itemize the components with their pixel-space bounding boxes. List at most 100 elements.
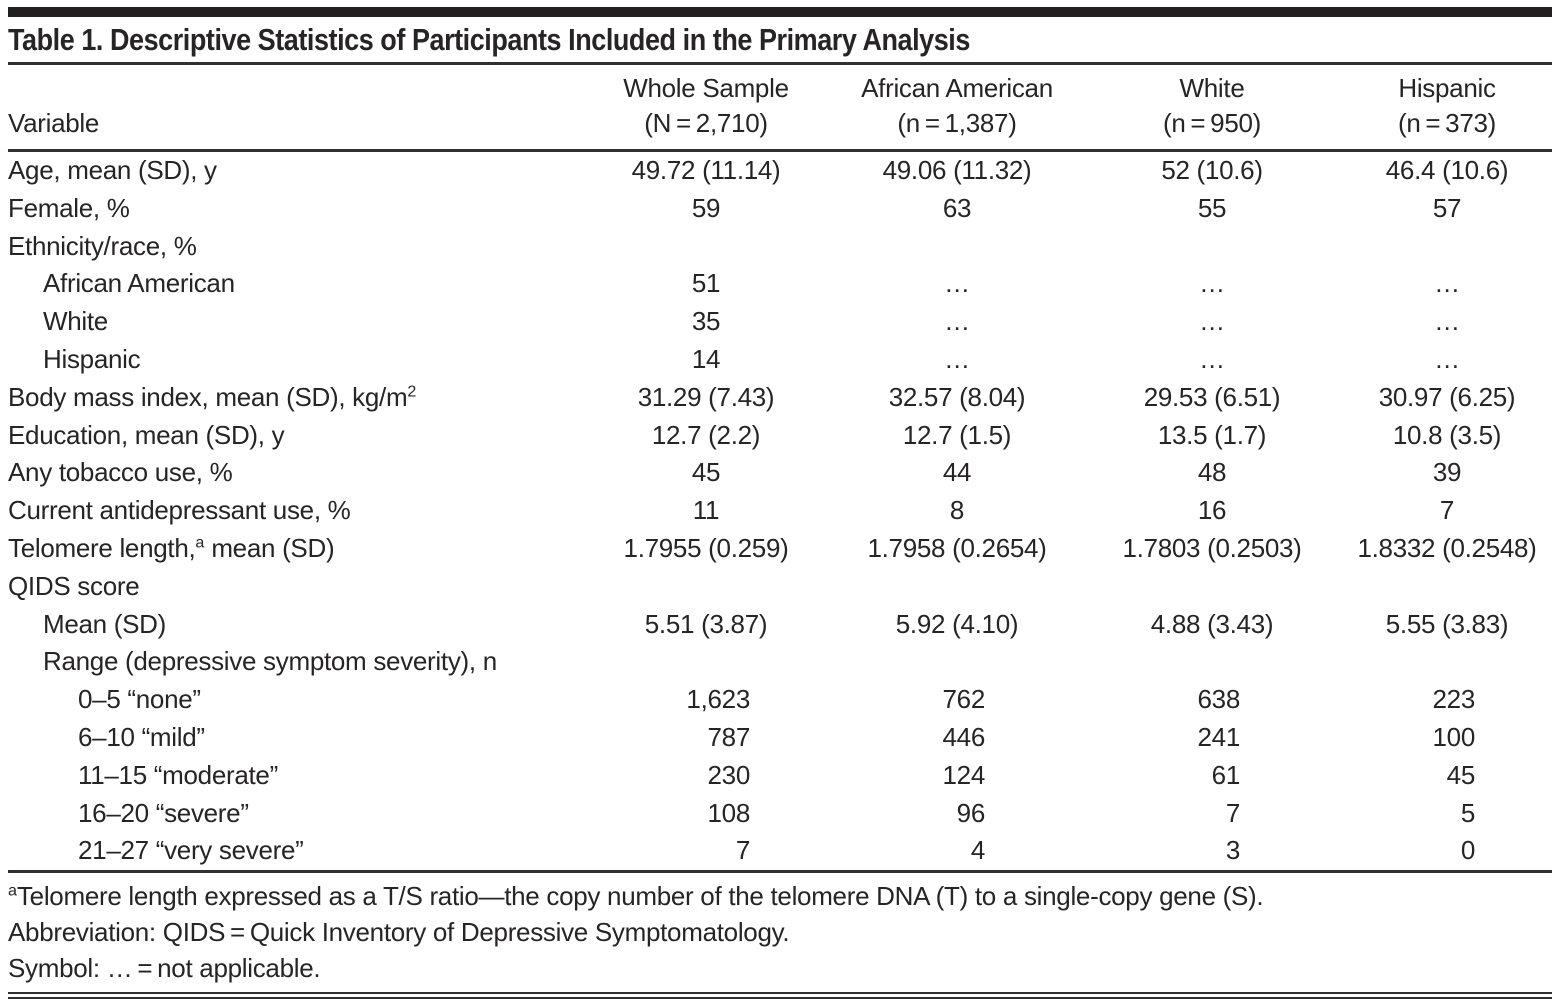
cell-value-text: 0 bbox=[1460, 835, 1475, 866]
cell-value bbox=[1082, 568, 1342, 606]
cell-value: … bbox=[1434, 343, 1460, 374]
table-title: Table 1. Descriptive Statistics of Parti… bbox=[8, 22, 970, 57]
row-label: Range (depressive symptom severity), n bbox=[43, 646, 497, 677]
cell-value: 44 bbox=[942, 457, 972, 488]
cell-value: 61 bbox=[1082, 757, 1342, 795]
table-row: Current antidepressant use, % 11 8 16 7 bbox=[8, 492, 1552, 530]
cell-value: 96 bbox=[832, 795, 1082, 833]
cell-value-text: 762 bbox=[942, 684, 986, 715]
cell-value: 7 bbox=[1439, 495, 1455, 526]
cell-value-text: 241 bbox=[1197, 721, 1241, 752]
row-label: QIDS score bbox=[8, 570, 140, 601]
cell-value: 30.97 (6.25) bbox=[1378, 381, 1516, 412]
row-label: Age, mean (SD), y bbox=[8, 155, 217, 185]
cell-value: 12.7 (2.2) bbox=[651, 419, 761, 450]
column-header-hispanic: Hispanic (n = 373) bbox=[1342, 65, 1552, 152]
cell-value: … bbox=[1199, 343, 1225, 374]
table-footnotes: aTelomere length expressed as a T/S rati… bbox=[8, 873, 1552, 990]
table-row: Mean (SD) 5.51 (3.87) 5.92 (4.10) 4.88 (… bbox=[8, 606, 1552, 644]
row-label: White bbox=[43, 306, 108, 337]
footnote-telomere: aTelomere length expressed as a T/S rati… bbox=[8, 878, 1552, 914]
cell-value: 1.7955 (0.259) bbox=[623, 532, 789, 563]
footnote-abbreviation: Abbreviation: QIDS = Quick Inventory of … bbox=[8, 917, 790, 948]
row-label-text: Body mass index, mean (SD), kg/m bbox=[8, 381, 408, 412]
footnote-marker: a bbox=[8, 881, 17, 900]
column-header-line2: (n = 1,387) bbox=[897, 108, 1017, 138]
cell-value bbox=[580, 228, 832, 266]
cell-value: 49.06 (11.32) bbox=[882, 155, 1032, 185]
table-row: Telomere length,a mean (SD) 1.7955 (0.25… bbox=[8, 530, 1552, 568]
cell-value: 35 bbox=[691, 306, 721, 337]
cell-value-text: 230 bbox=[707, 759, 751, 790]
cell-value: 39 bbox=[1432, 457, 1462, 488]
stats-table: Variable Whole Sample (N = 2,710) Africa… bbox=[8, 65, 1552, 870]
cell-value: 230 bbox=[580, 757, 832, 795]
table-row: Ethnicity/race, % bbox=[8, 228, 1552, 266]
table-row: Range (depressive symptom severity), n bbox=[8, 643, 1552, 681]
cell-value: … bbox=[1434, 306, 1460, 337]
cell-value: … bbox=[1199, 268, 1225, 299]
column-header-line2: (N = 2,710) bbox=[644, 108, 768, 138]
row-label: 11–15 “moderate” bbox=[78, 759, 278, 790]
cell-value bbox=[832, 643, 1082, 681]
row-label: Mean (SD) bbox=[43, 608, 166, 639]
column-header-line2: (n = 373) bbox=[1397, 108, 1497, 138]
cell-value: 787 bbox=[580, 719, 832, 757]
table-row: Body mass index, mean (SD), kg/m2 31.29 … bbox=[8, 379, 1552, 417]
row-label: African American bbox=[43, 268, 235, 299]
cell-value: 0 bbox=[1342, 832, 1552, 870]
cell-value: 46.4 (10.6) bbox=[1385, 155, 1509, 185]
column-header-african-american: African American (n = 1,387) bbox=[832, 65, 1082, 152]
cell-value-text: 4 bbox=[970, 835, 985, 866]
cell-value bbox=[1082, 228, 1342, 266]
cell-value: 63 bbox=[942, 192, 972, 223]
row-label: 6–10 “mild” bbox=[78, 721, 205, 752]
row-label: Any tobacco use, % bbox=[8, 457, 233, 488]
cell-value: 32.57 (8.04) bbox=[888, 381, 1026, 412]
cell-value: 7 bbox=[1082, 795, 1342, 833]
table-header: Variable Whole Sample (N = 2,710) Africa… bbox=[8, 65, 1552, 152]
cell-value: 55 bbox=[1197, 192, 1227, 223]
cell-value: … bbox=[944, 268, 970, 299]
column-header-whole-sample: Whole Sample (N = 2,710) bbox=[580, 65, 832, 152]
cell-value: 1.8332 (0.2548) bbox=[1357, 532, 1537, 563]
cell-value bbox=[580, 568, 832, 606]
page-bottom-double-rule bbox=[8, 992, 1552, 1000]
cell-value: 13.5 (1.7) bbox=[1157, 419, 1267, 450]
table-row: Any tobacco use, % 45 44 48 39 bbox=[8, 454, 1552, 492]
table-row: White 35 … … … bbox=[8, 303, 1552, 341]
cell-value-text: 638 bbox=[1197, 684, 1241, 715]
footnote-symbol: Symbol: … = not applicable. bbox=[8, 953, 321, 984]
cell-value: 59 bbox=[691, 192, 721, 223]
footnote-text: Telomere length expressed as a T/S ratio… bbox=[16, 881, 1264, 912]
row-label: 21–27 “very severe” bbox=[78, 835, 304, 866]
cell-value: 14 bbox=[691, 343, 721, 374]
cell-value: 48 bbox=[1197, 457, 1227, 488]
cell-value: … bbox=[944, 343, 970, 374]
column-header-line1: White bbox=[1179, 73, 1245, 103]
cell-value: 4 bbox=[832, 832, 1082, 870]
cell-value bbox=[1342, 568, 1552, 606]
cell-value: 241 bbox=[1082, 719, 1342, 757]
cell-value: 52 (10.6) bbox=[1161, 155, 1263, 185]
cell-value: 446 bbox=[832, 719, 1082, 757]
column-header-white: White (n = 950) bbox=[1082, 65, 1342, 152]
cell-value-text: 96 bbox=[956, 797, 986, 828]
column-header-variable: Variable bbox=[8, 65, 580, 152]
table-row: 11–15 “moderate” 230 124 61 45 bbox=[8, 757, 1552, 795]
row-label: 0–5 “none” bbox=[78, 684, 201, 715]
cell-value: 45 bbox=[691, 457, 721, 488]
row-label: Hispanic bbox=[43, 343, 141, 374]
cell-value: 100 bbox=[1342, 719, 1552, 757]
table-bottom-divider bbox=[8, 870, 1552, 874]
cell-value-text: 3 bbox=[1225, 835, 1240, 866]
footnote-marker: a bbox=[195, 533, 205, 552]
row-label: Ethnicity/race, % bbox=[8, 230, 197, 261]
cell-value: 1.7958 (0.2654) bbox=[867, 532, 1047, 563]
cell-value: 124 bbox=[832, 757, 1082, 795]
table-row: Hispanic 14 … … … bbox=[8, 341, 1552, 379]
cell-value-text: 787 bbox=[707, 721, 751, 752]
cell-value-text: 7 bbox=[735, 835, 750, 866]
cell-value bbox=[580, 643, 832, 681]
cell-value: 5 bbox=[1342, 795, 1552, 833]
